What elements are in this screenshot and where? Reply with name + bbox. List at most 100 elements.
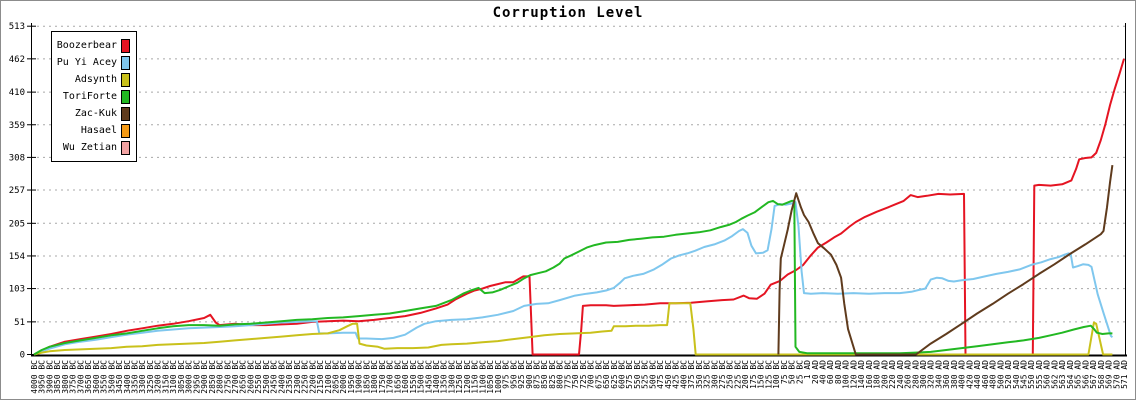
x-tick-label: 564 AD <box>1066 360 1075 389</box>
x-tick-label: 675 BC <box>594 360 603 389</box>
legend-item-adsynth: Adsynth <box>56 71 130 88</box>
legend-swatch-toriforte <box>121 89 130 104</box>
x-tick-label: 975 BC <box>502 360 511 389</box>
x-tick-label: 2700 BC <box>231 360 240 394</box>
x-tick-label: 2350 BC <box>285 360 294 394</box>
x-tick-label: 2300 BC <box>293 360 302 394</box>
x-tick-label: 1650 BC <box>393 360 402 394</box>
x-tick-label: 1450 BC <box>424 360 433 394</box>
x-tick-label: 3000 BC <box>185 360 194 394</box>
legend-swatch-adsynth <box>121 72 130 87</box>
x-tick-label: 250 BC <box>726 360 735 389</box>
x-tick-label: 425 BC <box>672 360 681 389</box>
x-tick-label: 3300 BC <box>138 360 147 394</box>
x-tick-label: 3800 BC <box>61 360 70 394</box>
x-tick-label: 3250 BC <box>146 360 155 394</box>
x-tick-label: 2000 BC <box>339 360 348 394</box>
x-tick-label: 568 AD <box>1097 360 1106 389</box>
x-tick-label: 400 BC <box>679 360 688 389</box>
x-tick-label: 575 BC <box>625 360 634 389</box>
x-tick-label: 2050 BC <box>332 360 341 394</box>
x-tick-label: 80 AD <box>834 360 843 384</box>
x-tick-label: 569 AD <box>1105 360 1114 389</box>
x-tick-label: 2450 BC <box>270 360 279 394</box>
x-tick-label: 525 BC <box>641 360 650 389</box>
x-tick-label: 1900 BC <box>355 360 364 394</box>
x-tick-label: 2550 BC <box>254 360 263 394</box>
x-tick-label: 2200 BC <box>308 360 317 394</box>
x-tick-label: 1750 BC <box>378 360 387 394</box>
x-tick-label: 480 AD <box>989 360 998 389</box>
x-tick-label: 550 AD <box>1027 360 1036 389</box>
x-tick-label: 475 BC <box>656 360 665 389</box>
x-tick-label: 380 AD <box>950 360 959 389</box>
x-tick-label: 3850 BC <box>53 360 62 394</box>
x-tick-label: 360 AD <box>942 360 951 389</box>
x-tick-label: 925 BC <box>517 360 526 389</box>
x-tick-label: 150 BC <box>757 360 766 389</box>
series-line-pu-yi-acey <box>33 201 1114 356</box>
legend-item-pu-yi-acey: Pu Yi Acey <box>56 54 130 71</box>
x-tick-label: 570 AD <box>1112 360 1121 389</box>
x-tick-label: 3400 BC <box>123 360 132 394</box>
x-tick-label: 125 BC <box>764 360 773 389</box>
y-tick-label-51: 51 <box>14 318 25 328</box>
x-tick-label: 100 AD <box>842 360 851 389</box>
x-tick-label: 3700 BC <box>76 360 85 394</box>
x-tick-label: 140 AD <box>857 360 866 389</box>
x-tick-label: 1250 BC <box>455 360 464 394</box>
legend-label: Wu Zetian <box>62 142 117 153</box>
x-tick-label: 3500 BC <box>107 360 116 394</box>
x-tick-label: 180 AD <box>873 360 882 389</box>
legend-label: Zac-Kuk <box>74 108 117 119</box>
x-tick-label: 2100 BC <box>324 360 333 394</box>
x-tick-label: 1200 BC <box>463 360 472 394</box>
x-tick-label: 500 AD <box>996 360 1005 389</box>
y-tick-label-103: 103 <box>9 285 25 295</box>
x-tick-label: 565 AD <box>1074 360 1083 389</box>
x-tick-label: 650 BC <box>602 360 611 389</box>
x-tick-label: 2900 BC <box>200 360 209 394</box>
legend-swatch-wu-zetian <box>121 140 130 155</box>
x-tick-label: 3350 BC <box>131 360 140 394</box>
x-tick-label: 1400 BC <box>432 360 441 394</box>
x-tick-label: 3200 BC <box>154 360 163 394</box>
x-tick-label: 567 AD <box>1089 360 1098 389</box>
x-tick-label: 200 BC <box>741 360 750 389</box>
x-tick-label: 1000 BC <box>494 360 503 394</box>
x-tick-label: 2250 BC <box>301 360 310 394</box>
x-tick-label: 1100 BC <box>478 360 487 394</box>
x-tick-label: 600 BC <box>618 360 627 389</box>
x-tick-label: 25 BC <box>795 360 804 384</box>
x-tick-label: 555 AD <box>1035 360 1044 389</box>
x-tick-label: 562 AD <box>1050 360 1059 389</box>
y-tick-label-257: 257 <box>9 186 25 196</box>
x-tick-label: 325 BC <box>703 360 712 389</box>
x-tick-label: 2400 BC <box>277 360 286 394</box>
x-tick-label: 3550 BC <box>100 360 109 394</box>
legend-item-hasael: Hasael <box>56 122 130 139</box>
x-tick-label: 566 AD <box>1081 360 1090 389</box>
legend-item-wu-zetian: Wu Zetian <box>56 139 130 156</box>
x-tick-label: 4000 BC <box>30 360 39 394</box>
x-tick-label: 75 BC <box>780 360 789 384</box>
x-tick-label: 850 BC <box>540 360 549 389</box>
x-tick-label: 2850 BC <box>208 360 217 394</box>
y-tick-label-462: 462 <box>9 55 25 65</box>
legend-swatch-boozerbear <box>121 38 130 53</box>
y-tick-label-205: 205 <box>9 219 25 229</box>
x-tick-label: 2500 BC <box>262 360 271 394</box>
x-tick-label: 300 BC <box>710 360 719 389</box>
axes <box>31 23 1127 357</box>
x-tick-label: 550 BC <box>633 360 642 389</box>
x-tick-label: 3600 BC <box>92 360 101 394</box>
x-tick-label: 725 BC <box>579 360 588 389</box>
x-tick-label: 375 BC <box>687 360 696 389</box>
x-tick-label: 460 AD <box>981 360 990 389</box>
x-tick-label: 1950 BC <box>347 360 356 394</box>
legend-label: ToriForte <box>62 91 117 102</box>
x-tick-label: 1 AD <box>803 360 812 379</box>
